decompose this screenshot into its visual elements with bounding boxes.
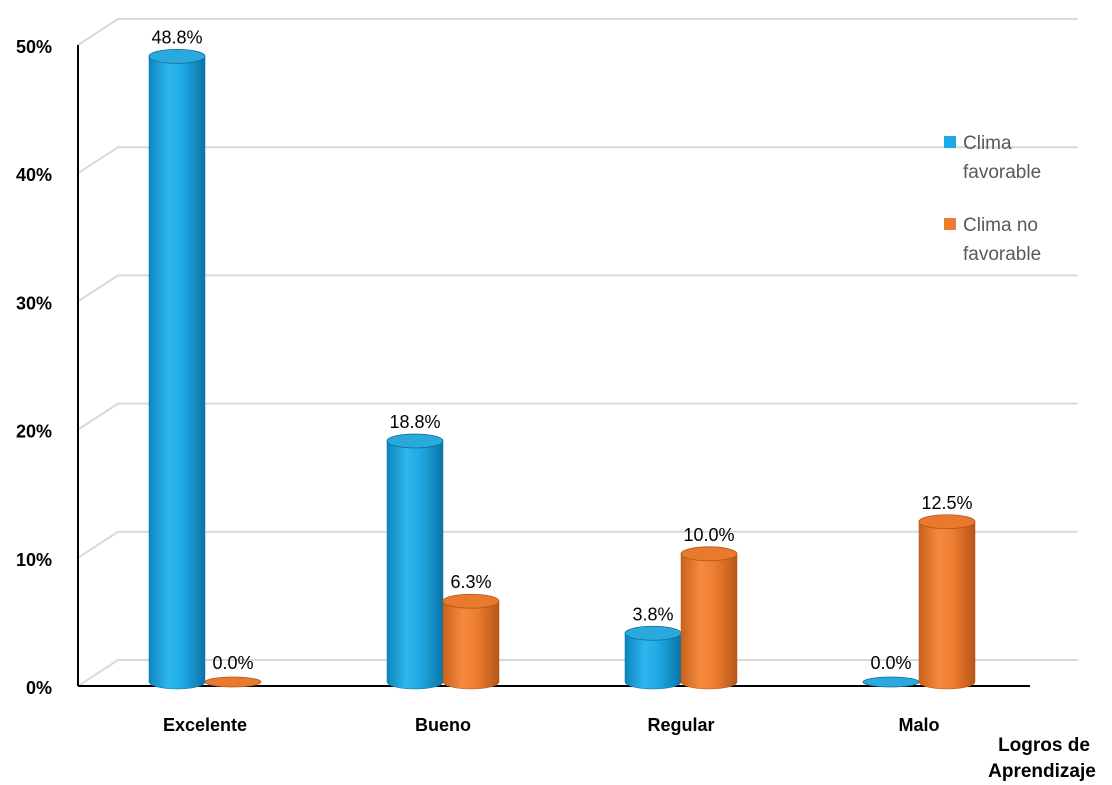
bar-clima-favorable-bueno <box>386 440 444 690</box>
legend-label-clima-favorable-line1: Clima <box>963 133 1012 154</box>
legend-swatch-clima-favorable <box>944 136 956 148</box>
gridline <box>77 402 1078 431</box>
y-tick-label: 20% <box>16 422 52 442</box>
bar-top-clima-favorable-bueno <box>386 433 444 449</box>
gridline <box>77 659 1078 687</box>
legend-label-clima-no-favorable-line1: Clima no <box>963 215 1038 236</box>
legend: Clima favorable Clima no favorable <box>944 133 1041 265</box>
gridline <box>77 18 1078 46</box>
legend-swatch-clima-no-favorable <box>944 218 956 230</box>
bar-clima-no-favorable-excelente <box>204 676 262 688</box>
category-label-excelente: Excelente <box>163 715 247 735</box>
gridline <box>77 274 1078 303</box>
bar-clima-no-favorable-bueno <box>442 600 500 690</box>
x-axis-title: Logros de Aprendizaje <box>988 735 1096 782</box>
bar-top-clima-no-favorable-malo <box>918 514 976 530</box>
bar-clima-no-favorable-malo <box>918 521 976 690</box>
bar-clima-no-favorable-regular <box>680 553 738 690</box>
data-label-clima-favorable-excelente: 48.8% <box>151 27 202 47</box>
data-label-clima-no-favorable-malo: 12.5% <box>921 493 972 513</box>
data-label-clima-favorable-malo: 0.0% <box>870 653 911 673</box>
legend-label-clima-favorable-line2: favorable <box>963 162 1041 183</box>
data-label-clima-no-favorable-excelente: 0.0% <box>212 653 253 673</box>
bar-top-clima-no-favorable-regular <box>680 546 738 562</box>
data-labels: 48.8% 0.0% 18.8% 6.3% 3.8% 10.0% 0.0% 12.5% <box>151 27 972 673</box>
y-tick-labels: 0% 10% 20% 30% 40% 50% <box>16 37 52 698</box>
bar-clima-favorable-malo <box>862 676 920 688</box>
gridlines <box>77 18 1078 687</box>
bar-top-clima-no-favorable-bueno <box>442 593 500 609</box>
bars <box>148 48 976 690</box>
legend-label-clima-no-favorable-line2: favorable <box>963 244 1041 265</box>
gridline <box>77 530 1078 559</box>
y-tick-label: 50% <box>16 37 52 57</box>
category-label-malo: Malo <box>898 715 939 735</box>
category-labels: Excelente Bueno Regular Malo <box>163 715 940 735</box>
bar-clima-favorable-regular <box>624 633 682 690</box>
y-tick-label: 10% <box>16 550 52 570</box>
category-label-bueno: Bueno <box>415 715 471 735</box>
bar-top-clima-favorable-excelente <box>148 48 206 64</box>
data-label-clima-favorable-bueno: 18.8% <box>389 412 440 432</box>
data-label-clima-favorable-regular: 3.8% <box>632 604 673 624</box>
x-axis-title-line2: Aprendizaje <box>988 761 1096 782</box>
y-tick-label: 40% <box>16 165 52 185</box>
y-tick-label: 30% <box>16 293 52 313</box>
bar-clima-favorable-excelente <box>148 56 206 690</box>
data-label-clima-no-favorable-bueno: 6.3% <box>450 572 491 592</box>
gridline <box>77 146 1078 175</box>
x-axis-title-line1: Logros de <box>998 735 1090 756</box>
data-label-clima-no-favorable-regular: 10.0% <box>683 525 734 545</box>
bar-top-clima-favorable-regular <box>624 625 682 641</box>
axes <box>77 45 1030 687</box>
y-tick-label: 0% <box>26 678 52 698</box>
category-label-regular: Regular <box>647 715 714 735</box>
